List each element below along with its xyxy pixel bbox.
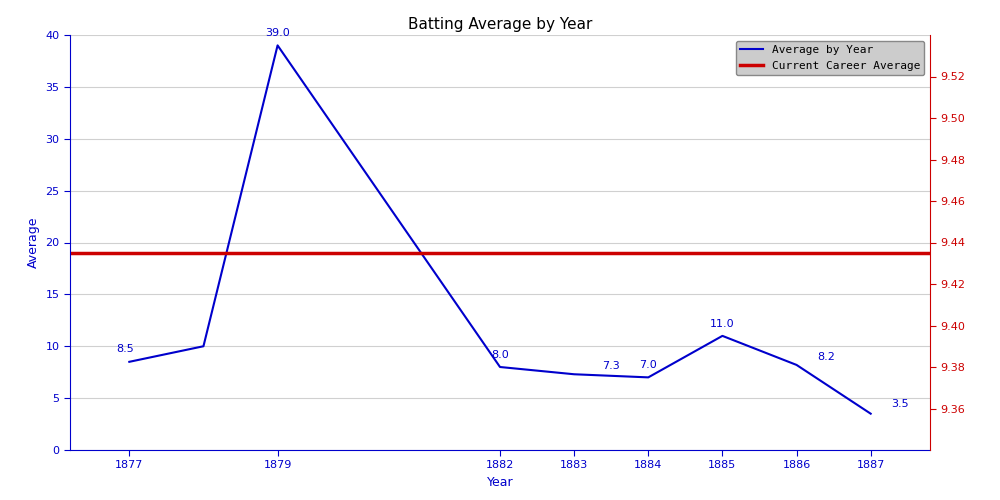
Average by Year	[865, 410, 877, 416]
Text: 8.0: 8.0	[491, 350, 509, 360]
Text: 8.2: 8.2	[817, 352, 835, 362]
Text: 7.0: 7.0	[639, 360, 657, 370]
Y-axis label: Average: Average	[27, 217, 40, 268]
Text: 39.0: 39.0	[265, 28, 290, 38]
X-axis label: Year: Year	[487, 476, 513, 489]
Text: 3.5: 3.5	[892, 400, 909, 409]
Text: 8.5: 8.5	[117, 344, 134, 354]
Average by Year	[568, 372, 580, 378]
Average by Year	[642, 374, 654, 380]
Average by Year	[197, 343, 209, 349]
Line: Average by Year: Average by Year	[129, 46, 871, 414]
Legend: Average by Year, Current Career Average: Average by Year, Current Career Average	[736, 40, 924, 75]
Average by Year	[791, 362, 803, 368]
Title: Batting Average by Year: Batting Average by Year	[408, 18, 592, 32]
Text: 11.0: 11.0	[710, 318, 735, 328]
Text: 7.3: 7.3	[602, 361, 620, 371]
Average by Year	[716, 333, 728, 339]
Average by Year	[494, 364, 506, 370]
Average by Year	[272, 42, 284, 48]
Average by Year	[123, 359, 135, 365]
